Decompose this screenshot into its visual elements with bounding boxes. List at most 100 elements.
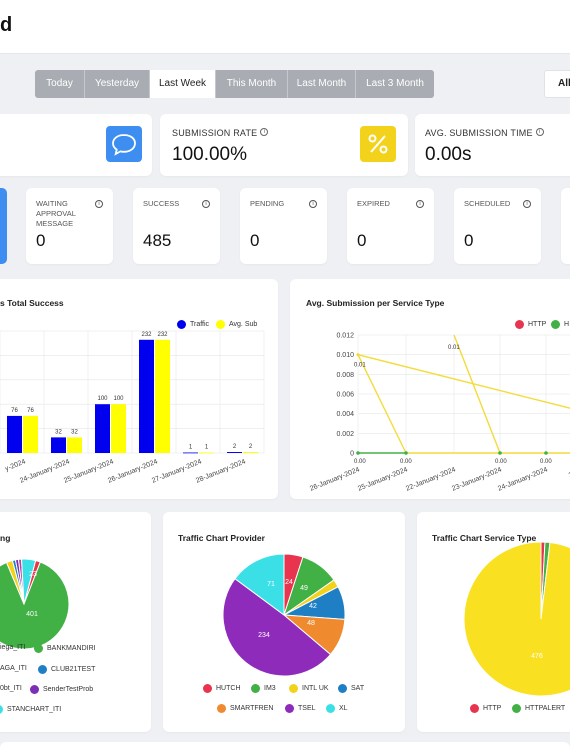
scheduled-value: 0 xyxy=(464,231,474,250)
range-last-month-button[interactable]: Last Month xyxy=(288,70,356,98)
bar xyxy=(23,415,38,453)
top-bar: d xyxy=(0,0,570,54)
y-tick-label: 0.006 xyxy=(336,392,354,399)
service-type-pie-title: Traffic Chart Service Type xyxy=(432,533,537,543)
avg-submission-time-label: AVG. SUBMISSION TIME xyxy=(425,128,533,138)
legend-stanchart-iti: STANCHART_ITI xyxy=(0,705,61,714)
bar-data-label: 232 xyxy=(157,332,168,338)
status-card-waiting-approval: WAITING APPROVAL MESSAGE i 0 xyxy=(26,188,113,264)
x-tick-label: 24-January-2024 xyxy=(497,466,549,492)
provider-pie-card: Traffic Chart Provider 24 49 42 48 234 71 HUT… xyxy=(163,512,405,732)
legend-httpalert: HTTPALERT xyxy=(512,704,565,713)
legend-tsel: TSEL xyxy=(285,704,316,713)
x-tick-label: y-2024 xyxy=(4,458,27,473)
pie-slice xyxy=(234,553,285,616)
legend-hutch: HUTCH xyxy=(203,684,241,693)
pie-data-label: 24 xyxy=(285,579,293,586)
data-label: 0.00 xyxy=(354,459,366,465)
page-title: d xyxy=(0,14,13,36)
submission-rate-value: 100.00% xyxy=(172,144,248,165)
provider-pie-title: Traffic Chart Provider xyxy=(178,533,265,543)
data-point xyxy=(404,451,408,455)
y-tick-label: 0.004 xyxy=(336,411,354,418)
submission-rate-label: SUBMISSION RATE xyxy=(172,128,258,138)
pending-value: 0 xyxy=(250,231,260,250)
pie-data-label: 401 xyxy=(26,611,38,618)
pie-data-label: 476 xyxy=(531,653,543,660)
data-label: 0.01 xyxy=(354,363,366,369)
info-icon[interactable]: i xyxy=(416,200,424,208)
range-yesterday-button[interactable]: Yesterday xyxy=(85,70,150,98)
y-tick-label: 0 xyxy=(350,451,354,458)
info-icon[interactable]: i xyxy=(309,200,317,208)
status-card-success: SUCCESS i 485 xyxy=(133,188,220,264)
status-card-expired: EXPIRED i 0 xyxy=(347,188,434,264)
x-tick-label: 25-January-2024 xyxy=(357,466,409,492)
bar xyxy=(51,437,66,453)
bar-data-label: 32 xyxy=(71,429,78,435)
y-tick-label: 0.010 xyxy=(336,352,354,359)
data-label: 0.00 xyxy=(495,459,507,465)
pie-data-label: 42 xyxy=(309,603,317,610)
bar-data-label: 100 xyxy=(113,396,124,402)
pie-slice xyxy=(222,577,332,677)
bar xyxy=(183,452,198,454)
info-icon[interactable]: i xyxy=(523,200,531,208)
legend-intl-uk: INTL UK xyxy=(289,684,329,693)
range-this-month-button[interactable]: This Month xyxy=(216,70,288,98)
legend-club21test: CLUB21TEST xyxy=(38,665,95,674)
bar xyxy=(155,339,170,453)
pie-slice xyxy=(0,561,70,650)
bar-data-label: 1 xyxy=(189,445,193,451)
legend-bankmandiri: BANKMANDIRI xyxy=(34,644,96,653)
data-label: 0.00 xyxy=(540,459,552,465)
date-range-selector: Today Yesterday Last Week This Month Las… xyxy=(35,70,434,98)
y-tick-label: 0.008 xyxy=(336,372,354,379)
bar-data-label: 1 xyxy=(205,445,209,451)
avg-submission-chart-card: Avg. Submission per Service Type HTTP H … xyxy=(290,279,570,499)
percent-icon xyxy=(360,126,396,162)
service-type-pie-card: Traffic Chart Service Type 476 HTTP HTTP… xyxy=(417,512,570,732)
bar-data-label: 76 xyxy=(27,408,34,414)
service-type-pie-chart: 476 xyxy=(463,541,570,697)
range-last-week-button[interactable]: Last Week xyxy=(150,70,216,98)
info-icon[interactable]: i xyxy=(535,128,544,136)
success-label: SUCCESS xyxy=(143,199,180,208)
bar xyxy=(199,452,214,454)
success-value: 485 xyxy=(143,231,172,250)
pie-data-label: 48 xyxy=(307,620,315,627)
data-label: 0.00 xyxy=(400,459,412,465)
bar-data-label: 232 xyxy=(141,332,152,338)
pie-data-label: 234 xyxy=(258,632,270,639)
legend-h: H xyxy=(551,320,569,329)
stat-card-messages xyxy=(0,114,152,176)
info-icon[interactable]: i xyxy=(95,200,103,208)
expired-label: EXPIRED xyxy=(357,199,390,208)
pie-data-label: 71 xyxy=(267,581,275,588)
chat-icon xyxy=(106,126,142,162)
avg-submission-time-value: 0.00s xyxy=(425,144,472,165)
info-icon[interactable]: i xyxy=(202,200,210,208)
bar-data-label: 76 xyxy=(11,408,18,414)
info-icon[interactable]: i xyxy=(260,128,269,136)
expired-value: 0 xyxy=(357,231,367,250)
data-point xyxy=(498,451,502,455)
legend-0bt-iti: 0bt_ITI xyxy=(0,685,22,692)
legend-im3: IM3 xyxy=(251,684,276,693)
data-point xyxy=(544,451,548,455)
range-last-3-month-button[interactable]: Last 3 Month xyxy=(356,70,434,98)
data-point xyxy=(356,451,360,455)
stat-card-avg-submission-time: AVG. SUBMISSION TIME i 0.00s xyxy=(415,114,570,176)
all-dropdown-button[interactable]: All xyxy=(544,70,570,98)
avg-line xyxy=(453,334,501,454)
bar xyxy=(95,404,110,453)
bar-data-label: 2 xyxy=(249,444,253,450)
x-tick-label: 22-January-2024 xyxy=(405,466,457,492)
bar xyxy=(7,415,22,453)
data-label: 0.01 xyxy=(448,345,460,351)
x-tick-label: 26-January-2024 xyxy=(309,466,361,492)
legend-xl: XL xyxy=(326,704,348,713)
bar xyxy=(111,404,126,453)
range-today-button[interactable]: Today xyxy=(35,70,85,98)
